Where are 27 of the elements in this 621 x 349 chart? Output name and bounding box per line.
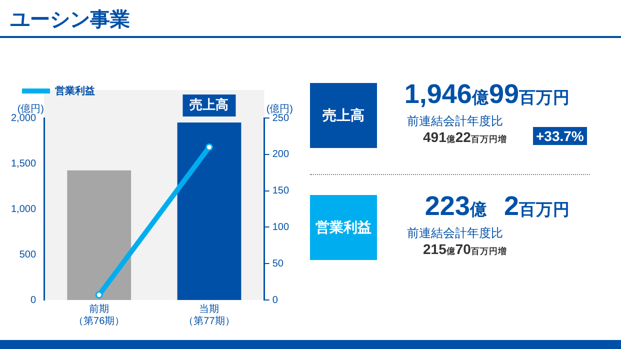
text: 223億 2百万円 [424,191,570,221]
text: 491億22百万円増 [423,129,507,145]
text: 売上高 [310,83,377,148]
y2-tick-label: 0 [272,294,278,306]
y-axis-title: (億円) [17,102,44,115]
text: 215億70百万円増 [423,241,507,257]
x-tick-label: 当期（第77期） [184,302,235,327]
text: 営業利益 [310,195,377,260]
y2-axis-title: (億円) [266,102,293,115]
text: 前連結会計年度比 [407,113,503,130]
legend-label: 営業利益 [55,84,95,97]
text: 前連結会計年度比 [407,225,503,242]
text: 1,946億99百万円 [404,79,570,109]
y2-tick-label: 100 [272,222,290,233]
text: +33.7% [533,127,587,145]
chart-title: ユーシン事業 [10,8,130,33]
y-tick-label: 2,000 [10,112,36,124]
series-label: 売上高 [190,97,229,112]
y2-tick-label: 200 [272,149,290,160]
y-tick-label: 500 [19,249,36,260]
y-tick-label: 1,000 [10,204,36,215]
y-tick-label: 0 [30,294,36,306]
y2-tick-label: 150 [272,186,290,197]
y2-tick-label: 250 [272,112,290,124]
y-tick-label: 1,500 [10,158,36,170]
x-tick-label: 前期（第76期） [74,302,125,327]
y2-tick-label: 50 [272,258,284,270]
